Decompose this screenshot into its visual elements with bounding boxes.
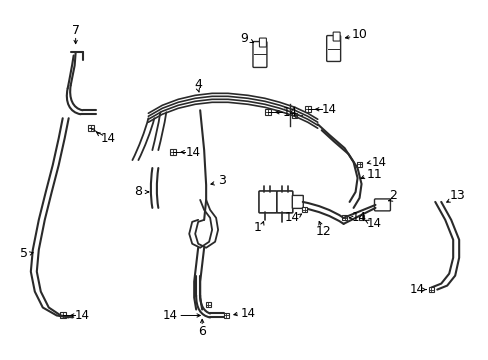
Text: 4: 4 <box>194 78 202 91</box>
Text: 3: 3 <box>218 174 225 186</box>
Bar <box>170 149 176 155</box>
Bar <box>304 106 310 112</box>
Text: 1: 1 <box>253 221 262 234</box>
Bar <box>223 313 228 318</box>
Bar <box>302 207 306 212</box>
Text: 8: 8 <box>134 185 142 198</box>
FancyBboxPatch shape <box>259 38 266 47</box>
Bar <box>358 215 363 220</box>
Text: 14: 14 <box>366 217 381 230</box>
Text: 14: 14 <box>185 145 200 159</box>
Text: 14: 14 <box>409 283 424 296</box>
FancyBboxPatch shape <box>374 199 389 211</box>
Bar <box>292 113 297 118</box>
Text: 6: 6 <box>198 325 205 338</box>
Text: 7: 7 <box>72 24 80 37</box>
Bar <box>264 109 270 115</box>
Text: 11: 11 <box>366 167 382 180</box>
Text: 14: 14 <box>101 132 116 145</box>
Text: 13: 13 <box>448 189 464 202</box>
FancyBboxPatch shape <box>292 195 303 208</box>
Bar <box>205 302 210 307</box>
Text: 14: 14 <box>163 309 178 322</box>
Text: 10: 10 <box>351 28 367 41</box>
Text: 14: 14 <box>284 211 299 224</box>
Text: 14: 14 <box>322 103 337 116</box>
Bar <box>342 215 346 220</box>
Text: 14: 14 <box>282 106 297 119</box>
Text: 14: 14 <box>75 309 90 322</box>
FancyBboxPatch shape <box>259 191 276 213</box>
Bar <box>87 125 93 131</box>
Text: 14: 14 <box>240 307 255 320</box>
Bar <box>428 287 433 292</box>
Text: 14: 14 <box>351 211 366 224</box>
FancyBboxPatch shape <box>252 41 266 67</box>
Text: 2: 2 <box>388 189 397 202</box>
Bar <box>356 162 361 167</box>
Text: 5: 5 <box>20 247 28 260</box>
Text: 14: 14 <box>371 156 386 168</box>
Text: 12: 12 <box>315 225 331 238</box>
Bar <box>60 312 65 319</box>
FancyBboxPatch shape <box>326 36 340 62</box>
FancyBboxPatch shape <box>276 191 292 213</box>
FancyBboxPatch shape <box>332 32 340 41</box>
Text: 9: 9 <box>240 32 247 45</box>
